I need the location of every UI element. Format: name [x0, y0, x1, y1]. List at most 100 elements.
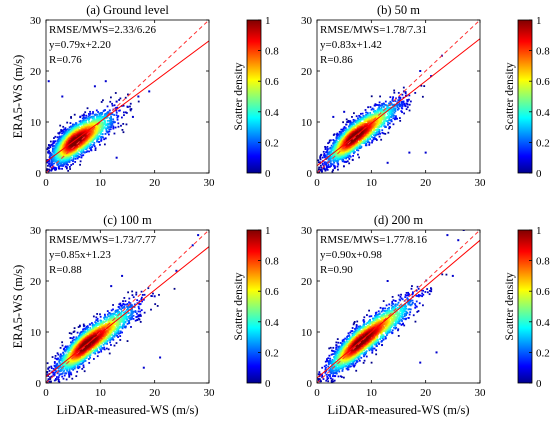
scatter-point: [73, 113, 76, 116]
scatter-point: [94, 149, 97, 151]
scatter-point: [72, 123, 74, 126]
scatter-point: [52, 166, 55, 169]
scatter-point: [370, 114, 373, 117]
scatter-point: [94, 114, 97, 116]
scatter-point: [47, 170, 50, 173]
scatter-point: [370, 136, 373, 138]
scatter-point: [336, 137, 339, 140]
scatter-point: [390, 113, 393, 116]
scatter-point: [326, 149, 329, 152]
scatter-point: [50, 152, 52, 155]
scatter-point: [64, 128, 66, 131]
scatter-point: [57, 167, 60, 170]
scatter-point: [93, 145, 96, 148]
scatter-point: [53, 156, 56, 159]
scatter-point: [60, 160, 63, 163]
scatter-point: [370, 134, 372, 137]
scatter-point: [61, 142, 64, 145]
scatter-point: [372, 138, 375, 141]
scatter-point: [327, 164, 330, 167]
panel-title: (a) Ground level: [86, 3, 169, 17]
scatter-point: [388, 119, 390, 121]
scatter-point: [62, 125, 65, 128]
scatter-point: [377, 130, 380, 133]
scatter-point: [59, 136, 62, 139]
scatter-point: [61, 132, 64, 135]
scatter-point: [106, 127, 109, 129]
scatter-point: [397, 99, 400, 102]
scatter-point: [102, 99, 104, 102]
scatter-point: [345, 129, 348, 132]
scatter-point: [65, 165, 67, 168]
scatter-point: [122, 123, 125, 125]
scatter-point: [385, 117, 387, 120]
scatter-point: [118, 109, 120, 112]
scatter-point: [386, 120, 388, 123]
scatter-point: [329, 165, 331, 168]
scatter-point: [368, 117, 371, 119]
scatter-point: [89, 143, 92, 146]
scatter-point: [84, 138, 87, 141]
scatter-point: [76, 130, 79, 132]
scatter-point: [384, 110, 386, 112]
scatter-point: [75, 134, 78, 137]
scatter-point: [365, 111, 367, 114]
scatter-point: [51, 145, 54, 147]
scatter-point: [378, 106, 380, 109]
scatter-point: [50, 144, 53, 146]
scatter-point: [114, 92, 117, 94]
scatter-point: [392, 117, 395, 120]
x-tick-label: 20: [149, 177, 161, 189]
scatter-point: [67, 169, 70, 172]
scatter-point: [111, 104, 114, 107]
scatter-point: [53, 159, 56, 162]
scatter-point: [78, 120, 81, 123]
scatter-point: [354, 120, 357, 123]
scatter-point: [331, 155, 334, 158]
scatter-point: [321, 163, 324, 166]
scatter-point: [64, 127, 67, 130]
scatter-point: [56, 136, 59, 139]
scatter-point: [90, 123, 93, 126]
scatter-point: [57, 138, 60, 141]
scatter-point: [350, 123, 353, 126]
y-tick-label: 20: [30, 66, 42, 78]
scatter-point: [96, 113, 98, 116]
scatter-point: [372, 117, 375, 119]
scatter-point: [93, 133, 96, 136]
scatter-point: [354, 125, 357, 128]
scatter-point: [397, 91, 400, 94]
scatter-point: [373, 136, 376, 139]
scatter-point: [357, 117, 360, 120]
scatter-point: [384, 118, 387, 121]
scatter-point: [387, 123, 389, 126]
scatter-point: [393, 111, 396, 114]
scatter-point: [345, 123, 348, 126]
scatter-point: [329, 139, 332, 142]
scatter-point: [62, 163, 65, 166]
scatter-point: [98, 127, 101, 129]
scatter-point: [391, 104, 394, 107]
scatter-point: [85, 147, 88, 150]
scatter-point: [326, 151, 329, 154]
scatter-point: [111, 102, 113, 105]
scatter-point: [357, 147, 359, 149]
scatter-point: [369, 116, 372, 119]
scatter-point: [393, 89, 396, 92]
scatter-point: [108, 119, 111, 122]
scatter-point: [109, 121, 112, 124]
scatter-point: [390, 101, 392, 104]
scatter-point: [80, 148, 83, 151]
scatter-point: [103, 116, 105, 119]
scatter-point: [125, 112, 128, 114]
scatter-point: [352, 152, 355, 155]
scatter-point: [76, 147, 79, 150]
scatter-point: [57, 142, 59, 144]
scatter-point: [404, 92, 407, 95]
scatter-point: [376, 104, 378, 106]
scatter-point: [112, 118, 115, 121]
scatter-point: [373, 134, 375, 136]
scatter-point: [58, 147, 61, 149]
scatter-point: [82, 118, 85, 121]
scatter-point: [88, 114, 91, 116]
